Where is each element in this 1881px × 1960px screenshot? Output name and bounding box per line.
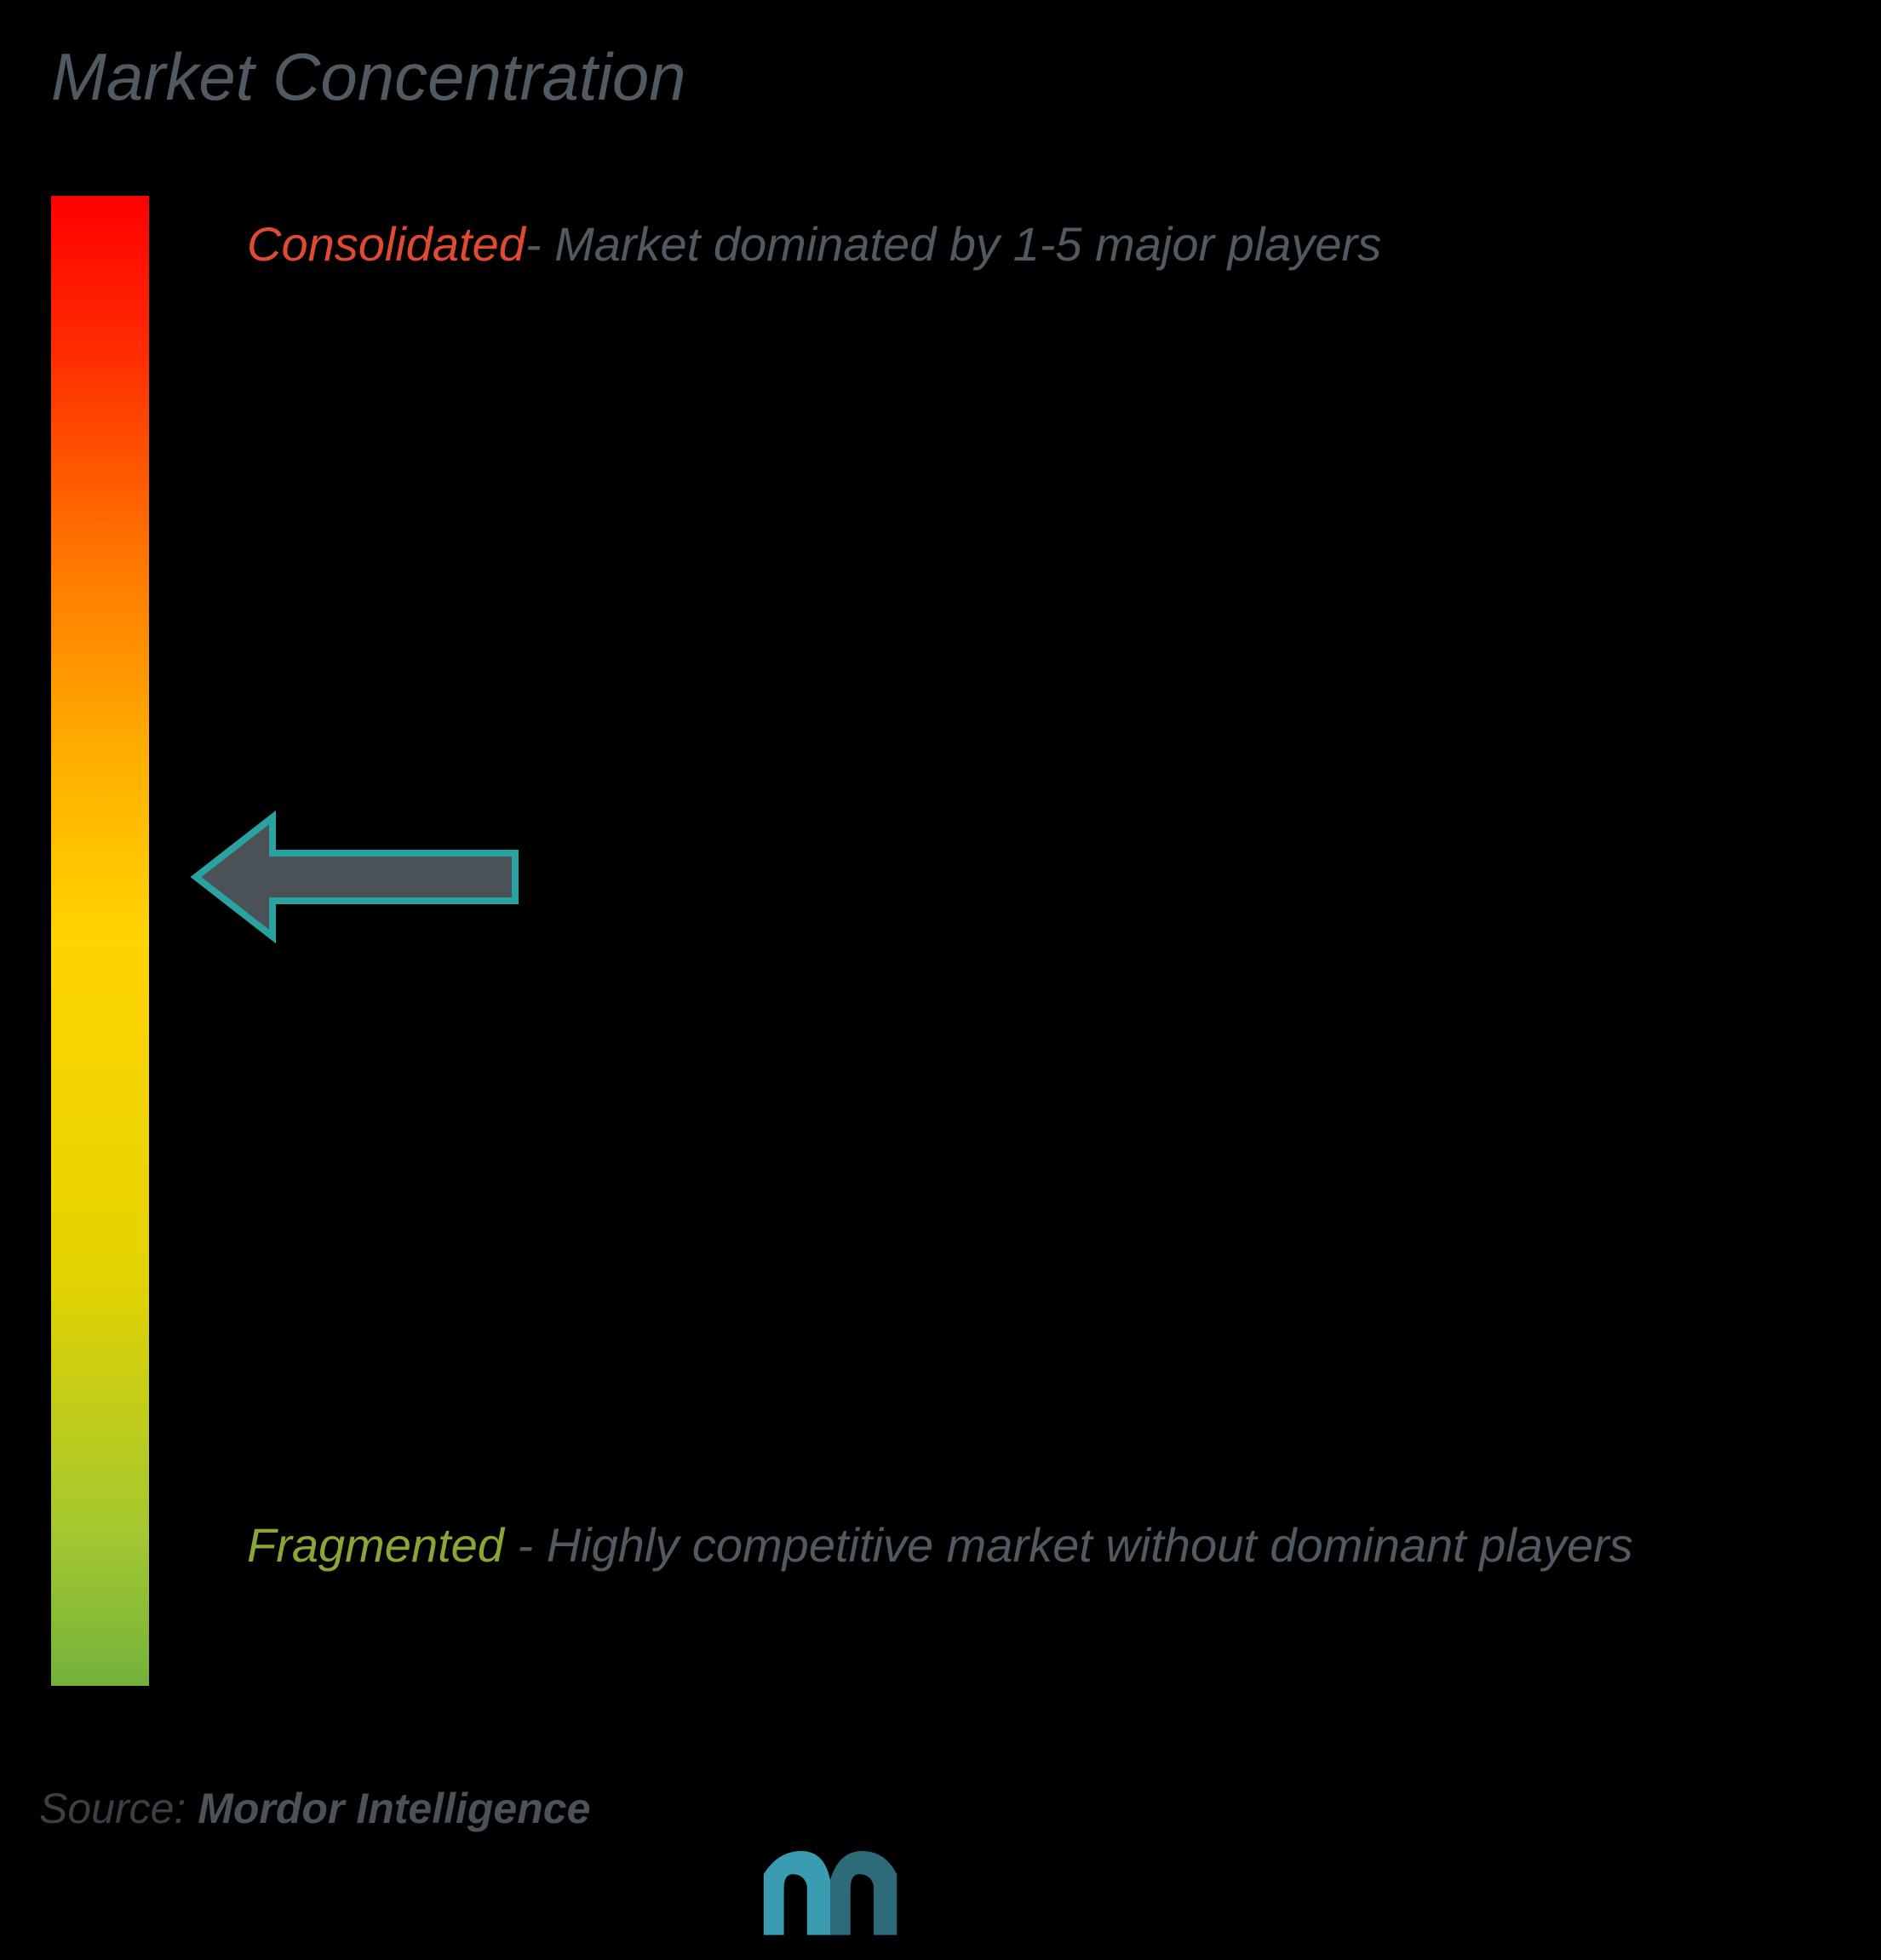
- annotation-consolidated: Consolidated- Market dominated by 1-5 ma…: [247, 198, 1695, 291]
- concentration-gradient-bar: [51, 196, 149, 1686]
- source-label: Source:: [39, 1785, 198, 1832]
- mordor-logo: [758, 1848, 903, 1941]
- annotation-consolidated-desc: - Market dominated by 1-5 major players: [525, 217, 1381, 271]
- annotation-consolidated-lead: Consolidated: [247, 217, 525, 271]
- annotation-fragmented: Fragmented - Highly competitive market w…: [247, 1499, 1695, 1592]
- mordor-logo-icon: [758, 1848, 903, 1941]
- source-attribution: Source: Mordor Intelligence: [39, 1784, 590, 1833]
- annotation-fragmented-desc: - Highly competitive market without domi…: [504, 1518, 1633, 1572]
- arrow-left-icon: [189, 811, 522, 943]
- marker-arrow: [189, 811, 522, 943]
- annotation-fragmented-lead: Fragmented: [247, 1518, 504, 1572]
- chart-frame: Market Concentration Consolidated- Marke…: [0, 0, 1881, 1960]
- source-name: Mordor Intelligence: [198, 1785, 590, 1832]
- chart-title: Market Concentration: [51, 38, 686, 116]
